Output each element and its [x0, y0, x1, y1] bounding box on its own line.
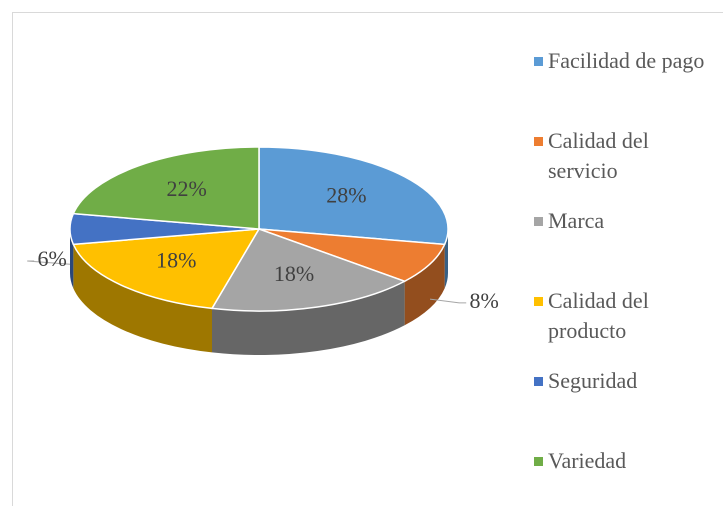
legend-label: Variedad: [548, 448, 627, 473]
slice: [72, 228, 261, 310]
slice: [258, 228, 446, 283]
leader-line: [429, 298, 467, 304]
legend-swatch: [534, 217, 543, 226]
legend-swatch: [534, 377, 543, 386]
slice-side: [73, 244, 212, 353]
legend-entry: Facilidad de pago: [534, 46, 718, 76]
legend-entry: Seguridad: [534, 366, 718, 396]
legend-label: Calidad del producto: [548, 288, 649, 343]
legend-label: Seguridad: [548, 368, 638, 393]
legend-entry: Marca: [534, 206, 718, 236]
legend-entry: Variedad: [534, 446, 718, 476]
legend-entry: Calidad del servicio: [534, 126, 718, 186]
slice: [210, 228, 407, 312]
slice: [258, 146, 449, 246]
data-label: 8%: [470, 288, 499, 313]
legend-swatch: [534, 297, 543, 306]
legend-label: Calidad del servicio: [548, 128, 649, 183]
legend-swatch: [534, 137, 543, 146]
legend-label: Marca: [548, 208, 605, 233]
chart-frame: [12, 12, 723, 506]
data-label: 18%: [274, 261, 314, 286]
data-label: 18%: [156, 248, 196, 273]
legend-swatch: [534, 457, 543, 466]
legend-label: Facilidad de pago: [548, 48, 705, 73]
data-label: 28%: [326, 183, 366, 208]
slice: [72, 146, 260, 230]
leader-line: [27, 260, 71, 265]
data-label: 22%: [167, 176, 207, 201]
data-label: 6%: [38, 246, 67, 271]
legend-entry: Calidad del producto: [534, 286, 718, 346]
legend-swatch: [534, 57, 543, 66]
slice-side: [404, 244, 445, 326]
